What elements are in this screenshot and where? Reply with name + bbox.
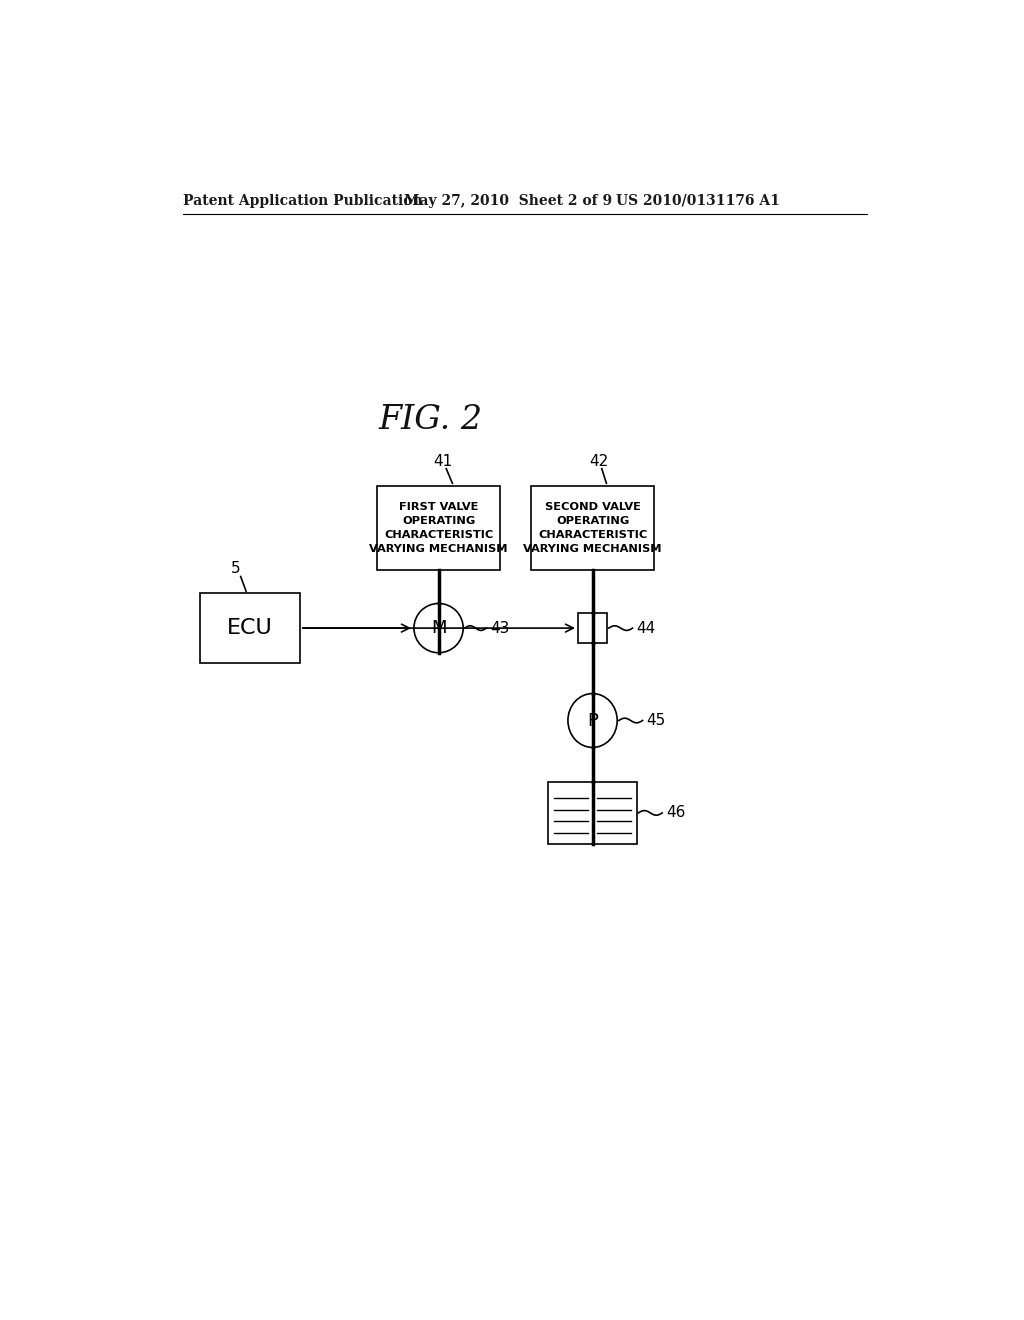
Bar: [531, 486, 654, 570]
Text: FIRST VALVE
OPERATING
CHARACTERISTIC
VARYING MECHANISM: FIRST VALVE OPERATING CHARACTERISTIC VAR…: [370, 502, 508, 554]
Text: ECU: ECU: [227, 618, 272, 638]
Text: 5: 5: [231, 561, 241, 577]
Bar: [377, 486, 500, 570]
Text: M: M: [431, 619, 446, 638]
Text: 43: 43: [490, 620, 510, 636]
Text: P: P: [587, 711, 598, 730]
Text: FIG. 2: FIG. 2: [379, 404, 483, 436]
Bar: [548, 781, 637, 843]
Text: 46: 46: [666, 805, 685, 821]
Text: May 27, 2010  Sheet 2 of 9: May 27, 2010 Sheet 2 of 9: [403, 194, 612, 207]
Text: 41: 41: [433, 454, 452, 469]
Bar: [578, 614, 607, 643]
Text: US 2010/0131176 A1: US 2010/0131176 A1: [615, 194, 779, 207]
Text: 45: 45: [646, 713, 666, 729]
Text: 44: 44: [637, 620, 655, 636]
Text: Patent Application Publication: Patent Application Publication: [183, 194, 423, 207]
Text: 42: 42: [589, 454, 608, 469]
Text: SECOND VALVE
OPERATING
CHARACTERISTIC
VARYING MECHANISM: SECOND VALVE OPERATING CHARACTERISTIC VA…: [523, 502, 662, 554]
Bar: [200, 594, 300, 663]
